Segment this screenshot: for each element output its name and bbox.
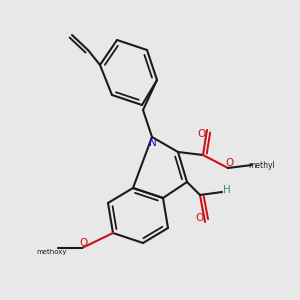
Text: O: O bbox=[198, 129, 206, 139]
Text: N: N bbox=[149, 138, 157, 148]
Text: O: O bbox=[79, 238, 87, 248]
Text: H: H bbox=[223, 185, 231, 195]
Text: methyl: methyl bbox=[249, 160, 275, 169]
Text: methoxy: methoxy bbox=[37, 249, 67, 255]
Text: O: O bbox=[196, 213, 204, 223]
Text: O: O bbox=[225, 158, 233, 168]
